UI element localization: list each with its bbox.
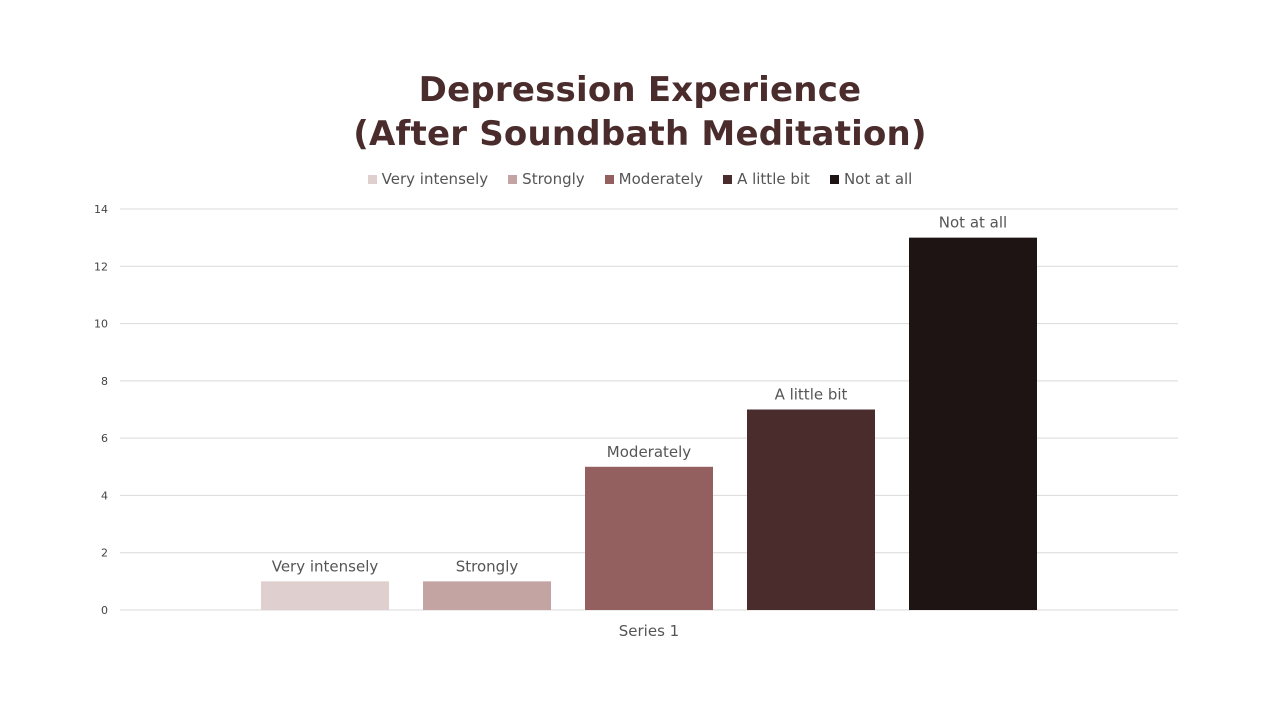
- bar-not-at-all: [909, 237, 1037, 610]
- y-tick-label: 8: [101, 375, 108, 388]
- data-label-not-at-all: Not at all: [939, 214, 1007, 232]
- chart-title: Depression Experience (After Soundbath M…: [0, 68, 1280, 156]
- bar-a-little-bit: [747, 409, 875, 610]
- y-tick-label: 2: [101, 547, 108, 560]
- legend-label: Strongly: [522, 170, 585, 188]
- data-label-moderately: Moderately: [607, 443, 692, 461]
- y-tick-label: 10: [94, 318, 108, 331]
- legend-item-not-at-all: Not at all: [829, 170, 913, 188]
- data-label-a-little-bit: A little bit: [775, 386, 848, 404]
- legend-item-a-little-bit: A little bit: [723, 170, 810, 188]
- legend-label: A little bit: [737, 170, 810, 188]
- legend-item-strongly: Strongly: [508, 170, 585, 188]
- chart-title-line-1: Depression Experience: [418, 70, 862, 110]
- data-label-very-intensely: Very intensely: [272, 557, 379, 575]
- bar-moderately: [585, 466, 713, 610]
- legend-swatch: [723, 174, 733, 184]
- y-tick-label: 14: [94, 203, 108, 216]
- y-tick-label: 0: [101, 604, 108, 617]
- legend-label: Not at all: [843, 170, 913, 188]
- bar-strongly: [423, 581, 551, 610]
- x-category-label: Series 1: [619, 622, 679, 640]
- chart-title-line-2: (After Soundbath Meditation): [353, 114, 927, 154]
- y-tick-label: 6: [101, 432, 108, 445]
- data-label-strongly: Strongly: [456, 557, 519, 575]
- y-tick-label: 12: [94, 260, 108, 273]
- legend-label: Very intensely: [381, 170, 489, 188]
- legend-swatch: [508, 174, 518, 184]
- legend-swatch: [367, 174, 377, 184]
- legend-item-moderately: Moderately: [604, 170, 704, 188]
- legend-label: Moderately: [618, 170, 704, 188]
- legend-swatch: [829, 174, 839, 184]
- legend-item-very-intensely: Very intensely: [367, 170, 489, 188]
- legend-swatch: [604, 174, 614, 184]
- bar-very-intensely: [261, 581, 389, 610]
- chart-legend: Very intensely Strongly Moderately A lit…: [0, 170, 1280, 188]
- y-tick-label: 4: [101, 489, 108, 502]
